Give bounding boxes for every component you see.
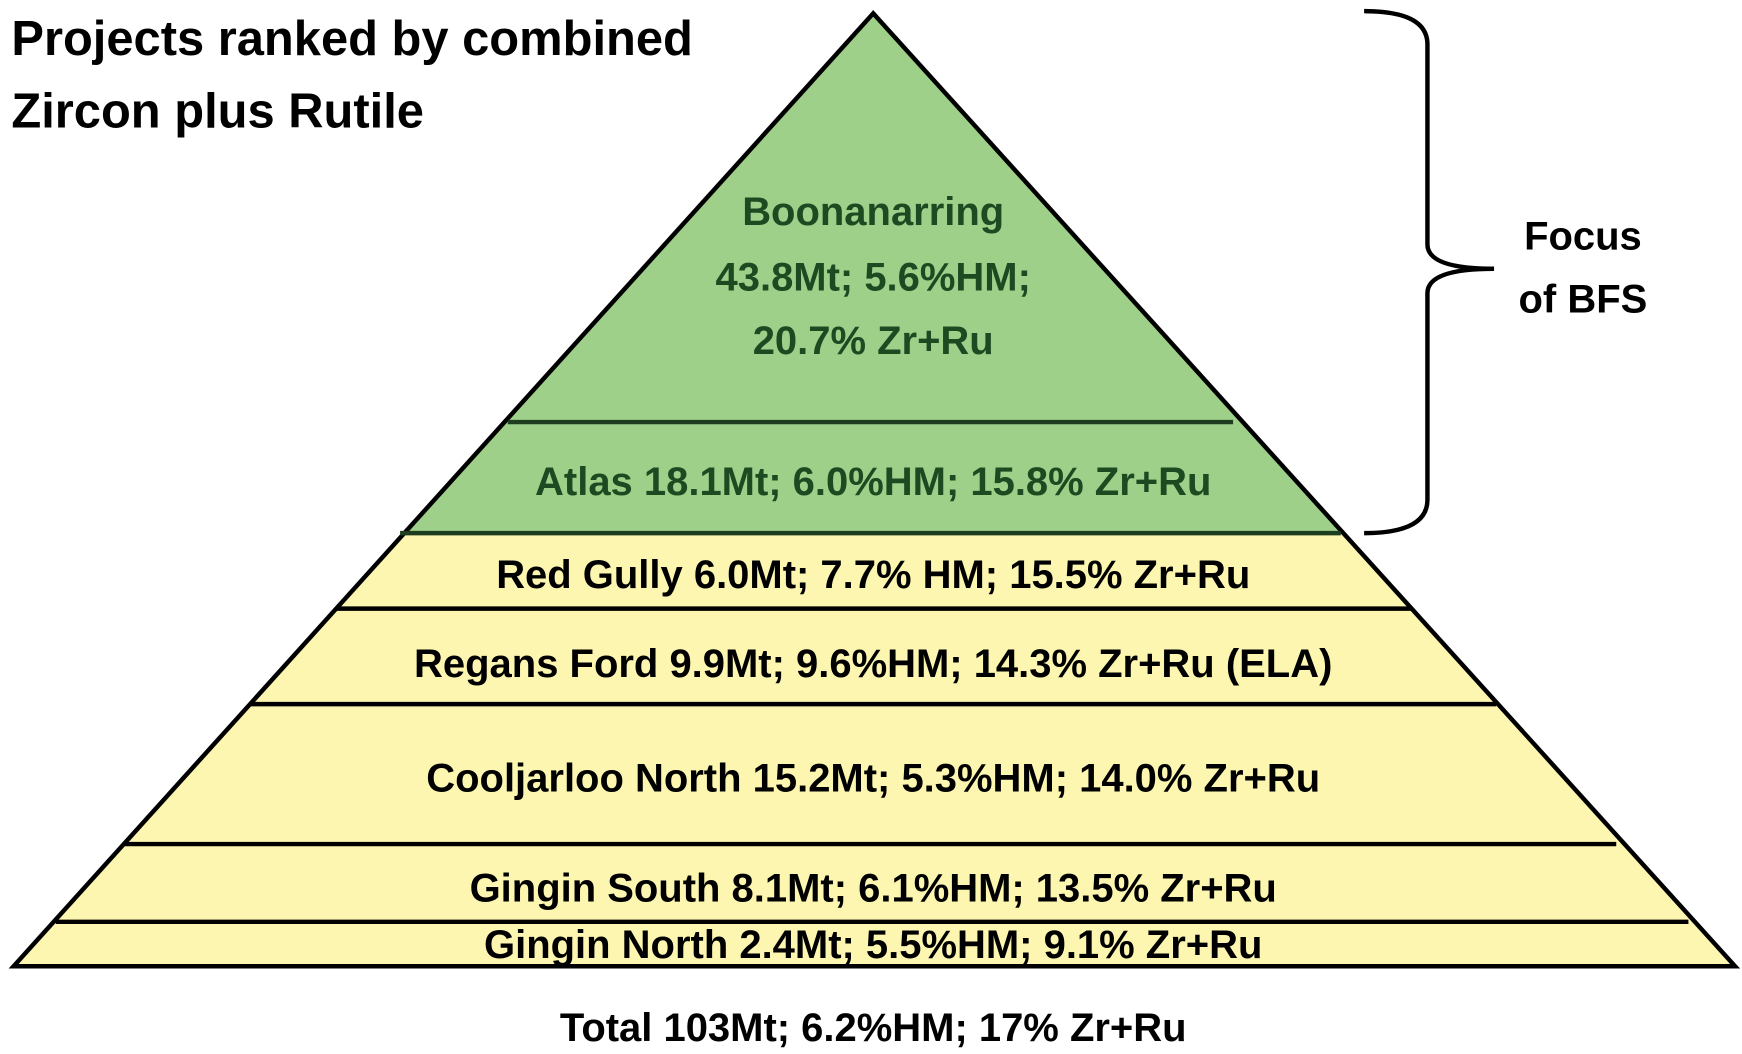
- layer-label: Red Gully 6.0Mt; 7.7% HM; 15.5% Zr+Ru: [496, 553, 1250, 597]
- pyramid-outline: [8, 10, 1741, 969]
- layer-label: 20.7% Zr+Ru: [753, 319, 994, 363]
- tier-dividers: [55, 419, 1689, 925]
- bracket-label: of BFS: [1519, 278, 1648, 322]
- yellow-tier: [13, 533, 1736, 967]
- layer-label: Boonanarring: [742, 190, 1004, 234]
- layer-label: Gingin North 2.4Mt; 5.5%HM; 9.1% Zr+Ru: [484, 923, 1262, 967]
- layer-label: Gingin South 8.1Mt; 6.1%HM; 13.5% Zr+Ru: [470, 866, 1277, 910]
- layer-label: Atlas 18.1Mt; 6.0%HM; 15.8% Zr+Ru: [535, 460, 1211, 504]
- title-line: Zircon plus Rutile: [11, 84, 424, 138]
- title-line: Projects ranked by combined: [11, 12, 693, 66]
- total-label: Total 103Mt; 6.2%HM; 17% Zr+Ru: [560, 1006, 1187, 1050]
- layer-label: 43.8Mt; 5.6%HM;: [716, 255, 1031, 299]
- bracket-label: Focus: [1524, 214, 1642, 258]
- layer-label: Regans Ford 9.9Mt; 9.6%HM; 14.3% Zr+Ru (…: [414, 642, 1332, 686]
- bracket: [1364, 8, 1495, 536]
- layer-label: Cooljarloo North 15.2Mt; 5.3%HM; 14.0% Z…: [426, 756, 1320, 800]
- labels: Projects ranked by combined Zircon plus R…: [11, 12, 1647, 1050]
